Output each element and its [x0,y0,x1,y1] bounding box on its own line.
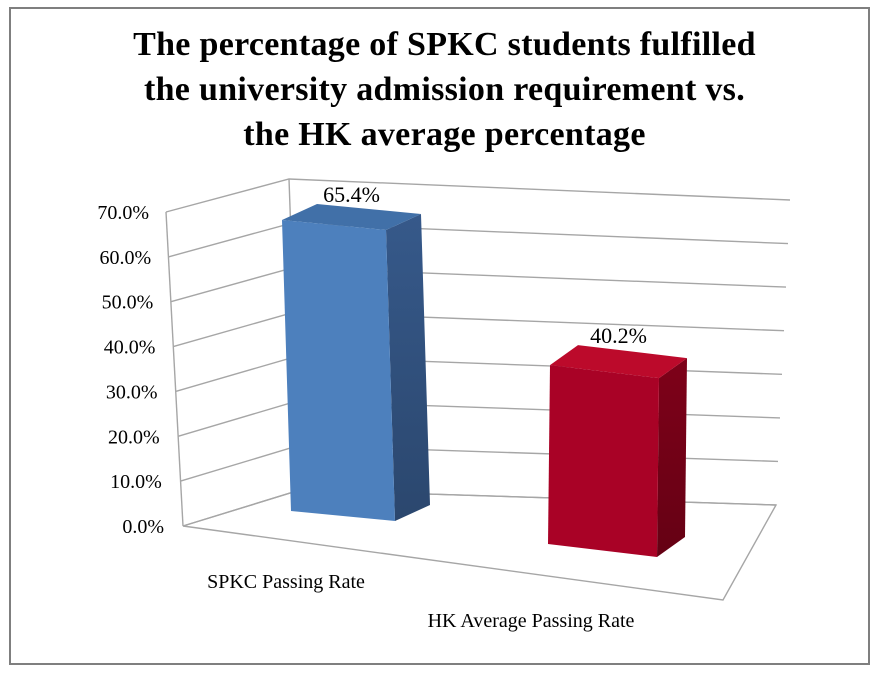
y-tick-label: 40.0% [104,337,156,359]
y-tick-label: 20.0% [108,426,160,448]
chart-title-line-3: the HK average percentage [243,116,646,153]
gridline [165,178,791,213]
bar-side-face [657,358,687,557]
y-tick-label: 60.0% [99,247,151,269]
y-tick-label: 0.0% [122,516,164,538]
bar-top-face [550,345,687,379]
y-tick-label: 50.0% [102,292,154,314]
gridline [173,311,785,348]
chart-title-line-2: the university admission requirement vs. [143,71,746,108]
gridline [177,400,781,437]
x-category-label: HK Average Passing Rate [428,610,635,632]
gridline [175,355,783,393]
bar-side-face [386,214,430,521]
bar-front-face [282,220,395,521]
chart-title: The percentage of SPKC students fulfille… [0,22,889,157]
gridline [180,444,779,482]
gridline [170,267,787,303]
bar-front-face [548,365,659,557]
y-tick-label: 70.0% [97,202,149,224]
y-tick-label: 30.0% [106,381,158,403]
chart-title-line-1: The percentage of SPKC students fulfille… [133,26,756,63]
y-axis-line [165,211,184,527]
bar-data-label: 40.2% [590,323,647,348]
y-tick-label: 10.0% [110,471,162,493]
bar-top-face [282,204,421,230]
x-category-label: SPKC Passing Rate [207,571,365,593]
gridline [168,222,789,258]
bar-data-label: 65.4% [323,182,380,207]
